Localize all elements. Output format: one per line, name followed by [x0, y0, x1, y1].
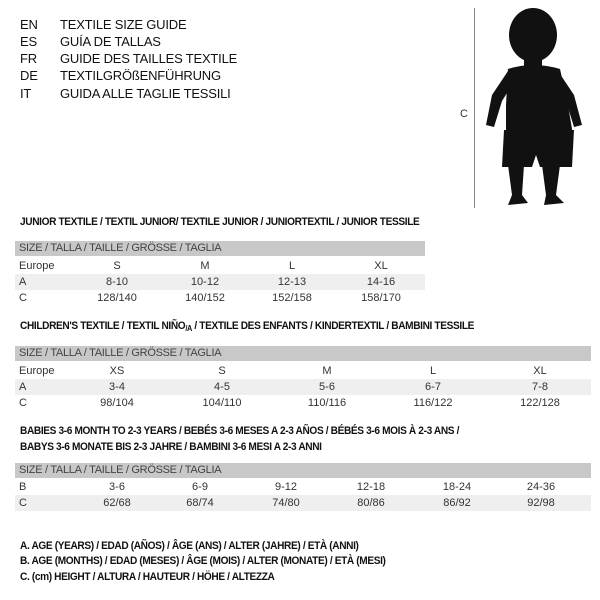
row-label: Europe	[19, 365, 55, 377]
table-cell: 80/86	[357, 497, 385, 509]
title-text: / TEXTILE DES ENFANTS / KINDERTEXTIL / B…	[191, 320, 475, 332]
table-cell: 5-6	[319, 381, 335, 393]
table-cell: 122/128	[520, 397, 560, 409]
row-label: A	[19, 276, 27, 288]
title-subscript: /A	[185, 324, 192, 333]
lang-title: GUÍA DE TALLAS	[60, 34, 161, 49]
child-silhouette-icon	[486, 8, 582, 205]
table-cell: L	[288, 260, 296, 272]
table-header: SIZE / TALLA / TAILLE / GRÖSSE / TAGLIA	[15, 241, 425, 256]
table-cell: 116/122	[413, 397, 453, 409]
table-header: SIZE / TALLA / TAILLE / GRÖSSE / TAGLIA	[15, 346, 591, 361]
table-cell: 140/152	[185, 292, 225, 304]
table-row: C 128/140 140/152 152/158 158/170	[15, 290, 425, 306]
table-header: SIZE / TALLA / TAILLE / GRÖSSE / TAGLIA	[15, 463, 591, 478]
babies-size-table: SIZE / TALLA / TAILLE / GRÖSSE / TAGLIA …	[15, 463, 591, 511]
junior-size-table: SIZE / TALLA / TAILLE / GRÖSSE / TAGLIA …	[15, 241, 425, 306]
table-cell: 62/68	[103, 497, 131, 509]
row-label: A	[19, 381, 27, 393]
lang-title: TEXTILGRÖßENFÜHRUNG	[60, 68, 221, 83]
row-label: C	[19, 292, 27, 304]
table-row: A 8-10 10-12 12-13 14-16	[15, 274, 425, 290]
table-cell: 3-6	[109, 481, 125, 493]
legend-age-years: A. AGE (YEARS) / EDAD (AÑOS) / ÂGE (ANS)…	[20, 540, 359, 552]
table-cell: M	[200, 260, 210, 272]
table-cell: 9-12	[274, 481, 298, 493]
table-cell: S	[113, 260, 121, 272]
table-row: C 98/104 104/110 110/116 116/122 122/128	[15, 395, 591, 411]
table-cell: S	[218, 365, 226, 377]
table-cell: 6-9	[192, 481, 208, 493]
babies-section-title-line2: BABYS 3-6 MONATE BIS 2-3 JAHRE / BAMBINI…	[20, 441, 322, 453]
table-cell: 18-24	[442, 481, 472, 493]
height-line	[474, 8, 475, 208]
table-row: C 62/68 68/74 74/80 80/86 86/92 92/98	[15, 495, 591, 511]
table-cell: 110/116	[307, 397, 347, 409]
title-text: CHILDREN'S TEXTILE / TEXTIL NIÑO	[20, 320, 186, 332]
table-cell: 4-5	[214, 381, 230, 393]
table-cell: 86/92	[443, 497, 471, 509]
children-size-table: SIZE / TALLA / TAILLE / GRÖSSE / TAGLIA …	[15, 346, 591, 411]
table-row: A 3-4 4-5 5-6 6-7 7-8	[15, 379, 591, 395]
lang-code: DE	[20, 68, 38, 83]
lang-title: GUIDA ALLE TAGLIE TESSILI	[60, 86, 231, 101]
row-label: C	[19, 397, 27, 409]
table-row: B 3-6 6-9 9-12 12-18 18-24 24-36	[15, 479, 591, 495]
table-cell: 8-10	[105, 276, 129, 288]
height-label: C	[460, 108, 468, 120]
legend-age-months: B. AGE (MONTHS) / EDAD (MESES) / ÂGE (MO…	[20, 555, 386, 567]
table-cell: 92/98	[527, 497, 555, 509]
lang-title: GUIDE DES TAILLES TEXTILE	[60, 51, 238, 66]
children-section-title: CHILDREN'S TEXTILE / TEXTIL NIÑO/A / TEX…	[20, 320, 474, 333]
table-cell: 6-7	[425, 381, 441, 393]
lang-code: IT	[20, 86, 32, 101]
table-row: Europe XS S M L XL	[15, 363, 591, 379]
table-cell: 24-36	[526, 481, 556, 493]
legend-height: C. (cm) HEIGHT / ALTURA / HAUTEUR / HÖHE…	[20, 571, 275, 583]
table-cell: 3-4	[109, 381, 125, 393]
row-label: Europe	[19, 260, 55, 272]
table-cell: 104/110	[202, 397, 242, 409]
lang-code: EN	[20, 17, 38, 32]
table-cell: 10-12	[190, 276, 220, 288]
lang-code: ES	[20, 34, 37, 49]
table-cell: 14-16	[366, 276, 396, 288]
babies-section-title-line1: BABIES 3-6 MONTH TO 2-3 YEARS / BEBÉS 3-…	[20, 425, 460, 437]
table-cell: 12-18	[356, 481, 386, 493]
table-cell: 7-8	[532, 381, 548, 393]
table-cell: 12-13	[277, 276, 307, 288]
table-cell: 158/170	[361, 292, 401, 304]
table-cell: L	[429, 365, 437, 377]
table-cell: 152/158	[272, 292, 312, 304]
row-label: B	[19, 481, 27, 493]
row-label: C	[19, 497, 27, 509]
table-row: Europe S M L XL	[15, 258, 425, 274]
table-cell: 68/74	[186, 497, 214, 509]
table-cell: XS	[109, 365, 125, 377]
junior-section-title: JUNIOR TEXTILE / TEXTIL JUNIOR/ TEXTILE …	[20, 216, 420, 228]
lang-title: TEXTILE SIZE GUIDE	[60, 17, 187, 32]
table-cell: XL	[374, 260, 388, 272]
lang-code: FR	[20, 51, 37, 66]
table-cell: 128/140	[97, 292, 137, 304]
table-cell: 74/80	[272, 497, 300, 509]
table-cell: M	[322, 365, 332, 377]
table-cell: XL	[533, 365, 547, 377]
table-cell: 98/104	[100, 397, 134, 409]
